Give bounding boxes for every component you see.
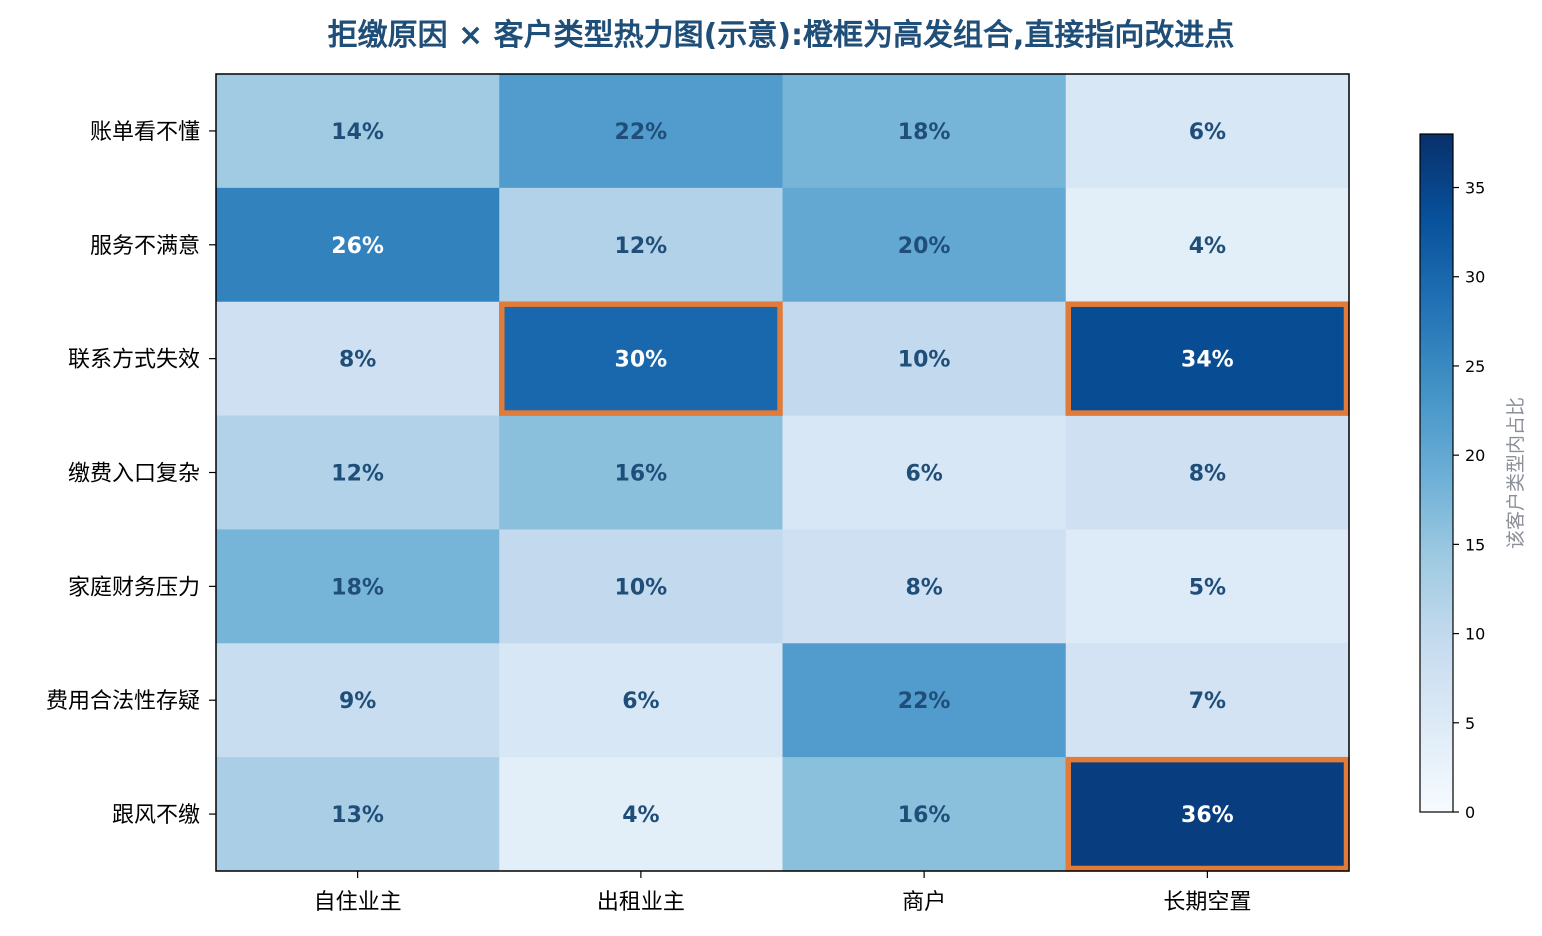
cell-value-label: 8% (339, 348, 376, 373)
chart-title: 拒缴原因 × 客户类型热力图(示意):橙框为高发组合,直接指向改进点 (328, 18, 1235, 53)
x-tick-label: 商户 (902, 890, 946, 915)
heatmap-cell (216, 301, 500, 417)
heatmap-cell (499, 415, 784, 531)
cell-value-label: 4% (1189, 234, 1226, 259)
colorbar-tick-label: 15 (1465, 535, 1485, 554)
cell-value-labels: 14% 22% 18% 6% 26% 12% 20% 4% 8% 30% 10% 34% 12% 16% 6… (331, 120, 1233, 828)
cell-value-label: 8% (905, 575, 942, 600)
cell-value-label: 34% (1181, 348, 1234, 373)
highlight-box (1065, 301, 1350, 416)
cell-value-label: 13% (331, 803, 384, 828)
cell-value-label: 18% (331, 575, 384, 600)
cell-value-label: 10% (898, 348, 951, 373)
heatmap-cell (1065, 415, 1350, 531)
cell-value-label: 20% (898, 234, 951, 259)
heatmap-cell (499, 643, 784, 758)
cell-value-label: 4% (622, 803, 659, 828)
colorbar-tick-label: 0 (1465, 803, 1475, 822)
cell-value-label: 8% (1189, 462, 1226, 487)
cell-value-label: 12% (615, 234, 668, 259)
colorbar-tick-label: 25 (1465, 357, 1485, 376)
heatmap-cell (782, 301, 1067, 417)
heatmap-cell (1065, 529, 1350, 644)
y-tick-label: 费用合法性存疑 (46, 689, 200, 714)
cell-value-label: 30% (615, 348, 668, 373)
heatmap-cell (782, 529, 1067, 644)
heatmap-cell (782, 415, 1067, 531)
colorbar-tick-label: 35 (1465, 179, 1485, 198)
heatmap-cell (782, 643, 1067, 758)
cell-value-label: 18% (898, 120, 951, 145)
cell-value-label: 5% (1189, 575, 1226, 600)
cell-value-label: 14% (331, 120, 384, 145)
x-tick-label: 出租业主 (597, 890, 685, 915)
cell-value-label: 9% (339, 689, 376, 714)
colorbar-tick-label: 5 (1465, 714, 1475, 733)
heatmap-cell (216, 643, 500, 758)
y-tick-label: 服务不满意 (90, 234, 200, 259)
cell-value-label: 22% (898, 689, 951, 714)
colorbar-tick-label: 10 (1465, 625, 1485, 644)
y-tick-label: 联系方式失效 (68, 348, 200, 373)
cell-value-label: 10% (615, 575, 668, 600)
cell-value-label: 6% (622, 689, 659, 714)
heatmap-cell (216, 74, 500, 189)
heatmap-cell (499, 301, 784, 417)
cell-value-label: 12% (331, 462, 384, 487)
heatmap-cell (499, 187, 784, 303)
cell-value-label: 16% (615, 462, 668, 487)
heatmap-cell (1065, 74, 1350, 189)
heatmap-cell (499, 74, 784, 189)
heatmap-cells (216, 74, 1350, 872)
heatmap-cell (216, 415, 500, 531)
cell-value-label: 7% (1189, 689, 1226, 714)
highlight-box (499, 301, 783, 416)
cell-value-label: 6% (1189, 120, 1226, 145)
heatmap-cell (499, 529, 784, 644)
x-tick-label: 长期空置 (1163, 890, 1251, 915)
heatmap-cell (1065, 301, 1350, 417)
heatmap-cell (216, 529, 500, 644)
colorbar-label: 该客户类型内占比 (1505, 397, 1527, 549)
cell-value-label: 22% (615, 120, 668, 145)
highlight-box (1065, 756, 1350, 872)
heatmap-cell (782, 74, 1067, 189)
heatmap-cell (1065, 757, 1350, 872)
colorbar-gradient (1419, 133, 1454, 813)
cell-value-label: 16% (898, 803, 951, 828)
y-tick-label: 账单看不懂 (90, 120, 200, 145)
highlight-boxes (499, 301, 1350, 872)
heatmap-cell (1065, 187, 1350, 303)
cell-value-label: 6% (905, 462, 942, 487)
x-axis: 自住业主 出租业主 商户 长期空置 (314, 871, 1251, 915)
x-tick-label: 自住业主 (314, 890, 402, 915)
y-tick-label: 家庭财务压力 (68, 575, 200, 600)
heatmap-cell (782, 757, 1067, 872)
heatmap-cell (1065, 643, 1350, 758)
heatmap-cell (782, 187, 1067, 303)
y-tick-label: 缴费入口复杂 (68, 462, 200, 487)
cell-value-label: 26% (331, 234, 384, 259)
y-tick-label: 跟风不缴 (112, 803, 200, 828)
colorbar-tick-label: 20 (1465, 446, 1485, 465)
heatmap-cell (216, 757, 500, 872)
cell-value-label: 36% (1181, 803, 1234, 828)
heatmap-cell (499, 757, 784, 872)
colorbar-tick-label: 30 (1465, 268, 1485, 287)
colorbar: 该客户类型内占比 0 5 10 15 20 25 30 35 (1419, 133, 1527, 822)
heatmap-cell (216, 187, 500, 303)
